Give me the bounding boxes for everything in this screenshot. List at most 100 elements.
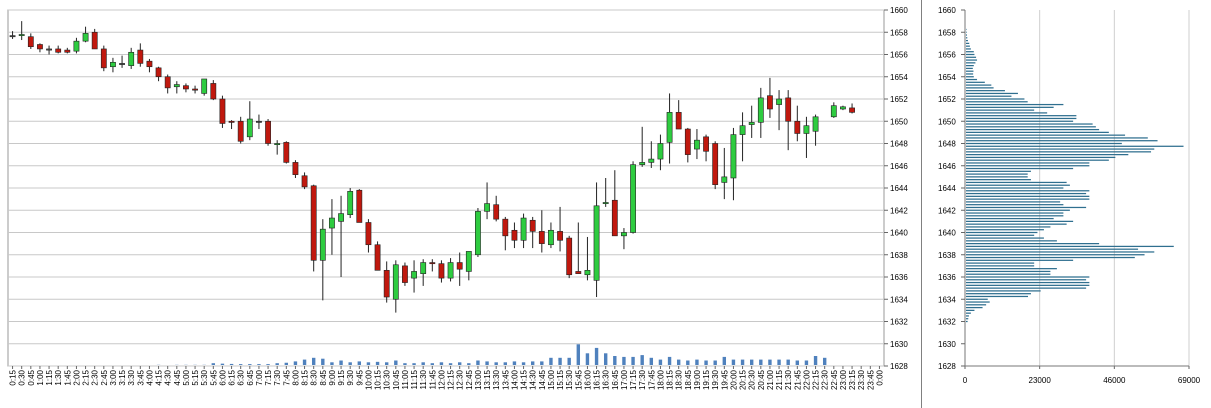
volume-bar	[339, 360, 343, 365]
profile-bar	[966, 204, 1064, 206]
volume-bar	[530, 361, 535, 365]
volume-bar	[740, 359, 745, 365]
x-tick-label: 5:15	[191, 369, 200, 385]
candle-body	[794, 120, 801, 134]
x-tick-label: 1:15	[45, 369, 54, 385]
profile-bar	[966, 159, 1109, 161]
x-tick-label: 23:45	[866, 369, 875, 390]
profile-bar	[966, 212, 1064, 214]
profile-bar	[966, 39, 968, 42]
profile-bar	[966, 256, 1135, 259]
profile-bar	[966, 234, 1035, 236]
x-tick-label: 0:30	[18, 369, 27, 385]
profile-bar	[966, 309, 975, 312]
profile-bar	[966, 184, 1070, 186]
volume-bar	[585, 353, 590, 365]
volume-bar	[658, 359, 663, 365]
candle-body	[383, 270, 390, 298]
candle-body	[785, 97, 792, 122]
candle-body	[146, 60, 153, 68]
profile-bar	[966, 279, 1087, 281]
profile-bar	[966, 231, 1038, 234]
profile-bar	[966, 156, 1116, 159]
volume-bar	[695, 359, 699, 365]
volume-bar	[686, 360, 690, 365]
volume-bar	[467, 363, 471, 365]
candle-body	[392, 264, 399, 300]
candle-body	[712, 143, 719, 185]
candlestick-chart: 1628 1630 1632 1634 1636 1638 1640 1642 1644 1646…	[7, 6, 908, 390]
volume-bar	[749, 359, 754, 365]
x-tick-label: 23000	[1029, 376, 1052, 385]
x-tick-label: 18:30	[675, 369, 684, 390]
y-tick-label: 1658	[890, 28, 908, 37]
volume-bar	[804, 360, 809, 365]
y-tick-label: 1632	[890, 318, 908, 327]
candle-body	[402, 265, 408, 283]
x-tick-label: 15:45	[574, 369, 583, 390]
profile-bar	[966, 306, 983, 309]
candle-body	[812, 116, 819, 132]
candle-body	[237, 120, 244, 142]
x-tick-label: 16:00	[583, 369, 592, 390]
x-tick-label: 9:30	[346, 369, 355, 385]
y-tick-label: 1638	[938, 251, 956, 260]
x-tick-label: 1:00	[36, 369, 45, 385]
candle-body	[110, 61, 116, 68]
candle-body	[456, 262, 463, 270]
volume-bar	[549, 357, 553, 365]
y-tick-label: 1644	[890, 184, 908, 193]
y-tick-label: 1630	[890, 340, 908, 349]
profile-bar	[966, 98, 1025, 100]
x-tick-label: 14:00	[510, 369, 519, 390]
volume-bar	[311, 357, 316, 365]
y-tick-label: 1630	[938, 340, 956, 349]
candle-body	[484, 203, 490, 212]
profile-bar	[966, 131, 1109, 134]
profile-bar	[966, 165, 1090, 167]
x-tick-label: 18:45	[684, 369, 693, 390]
y-tick-label: 1654	[890, 73, 908, 82]
x-tick-label: 12:00	[437, 369, 446, 390]
profile-bar	[966, 148, 1155, 150]
x-tick-label: 18:15	[666, 369, 675, 390]
y-tick-label: 1652	[890, 95, 908, 104]
profile-bar	[966, 67, 973, 70]
volume-bar	[321, 358, 325, 365]
profile-bar	[966, 320, 968, 323]
profile-bar	[966, 81, 985, 83]
profile-bar	[966, 287, 1087, 289]
volume-bar	[275, 363, 279, 365]
candle-body	[757, 97, 764, 123]
x-tick-label: 2:45	[100, 369, 109, 385]
x-tick-label: 23:00	[839, 369, 848, 390]
volume-bar	[676, 359, 681, 365]
x-tick-label: 10:30	[383, 369, 392, 390]
candle-body	[274, 143, 281, 146]
x-tick-label: 11:45	[428, 369, 437, 389]
y-tick-label: 1640	[890, 229, 908, 238]
x-tick-label: 16:45	[611, 369, 620, 390]
candle-body	[292, 162, 299, 175]
volume-bar	[768, 359, 772, 365]
x-tick-label: 9:00	[328, 369, 337, 385]
profile-bar	[966, 237, 1044, 239]
volume-bar	[622, 356, 626, 365]
candle-body	[73, 40, 80, 52]
x-tick-label: 0	[963, 376, 968, 385]
x-tick-label: 22:30	[821, 369, 830, 390]
profile-bar	[966, 301, 990, 303]
y-tick-label: 1628	[890, 362, 908, 371]
volume-bar	[229, 363, 234, 365]
volume-bar	[667, 356, 672, 365]
volume-bar	[631, 356, 635, 365]
candle-body	[840, 106, 846, 110]
profile-bar	[966, 187, 1064, 189]
x-tick-label: 16:15	[593, 369, 602, 390]
y-tick-label: 1652	[938, 95, 956, 104]
y-tick-label: 1634	[938, 295, 956, 304]
profile-bar	[966, 181, 1067, 184]
profile-bar	[966, 151, 1152, 153]
candle-body	[493, 204, 500, 220]
x-tick-label: 1:45	[63, 369, 72, 385]
